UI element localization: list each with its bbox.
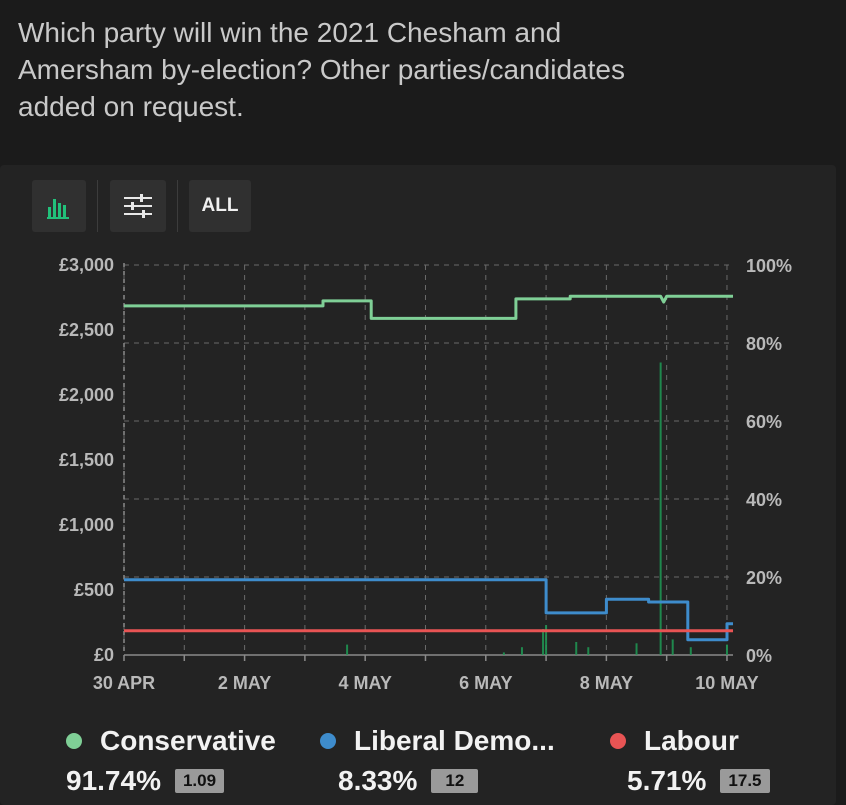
labour-stats: 5.71% 17.5 — [627, 765, 770, 797]
volume-bar — [542, 629, 545, 655]
legend-dot — [320, 733, 336, 749]
legend-name: Liberal Demo... — [354, 725, 555, 756]
market-question: Which party will win the 2021 Chesham an… — [18, 17, 625, 122]
legend-liberal-democrat[interactable]: Liberal Demo... — [320, 725, 555, 757]
range-all-button[interactable]: ALL — [189, 180, 251, 232]
conservative-stats: 91.74% 1.09 — [66, 765, 225, 797]
legend-name: Conservative — [100, 725, 276, 756]
x-axis-tick-label: 30 APR — [93, 673, 155, 693]
right-axis-tick-label: 80% — [746, 334, 782, 354]
filter-button[interactable] — [110, 180, 166, 232]
right-axis-tick-label: 60% — [746, 412, 782, 432]
chart-panel: ALL — [0, 165, 836, 805]
legend-dot — [610, 733, 626, 749]
volume-bar — [520, 647, 523, 655]
volume-bar — [635, 643, 638, 655]
toolbar-separator — [177, 180, 178, 232]
odds-badge[interactable]: 1.09 — [174, 769, 225, 793]
x-axis-tick-label: 8 MAY — [580, 673, 633, 693]
right-axis-tick-label: 40% — [746, 490, 782, 510]
odds-badge[interactable]: 17.5 — [720, 769, 770, 793]
right-axis-tick-label: 0% — [746, 646, 772, 666]
x-axis-tick-label: 6 MAY — [459, 673, 512, 693]
x-axis-tick-label: 4 MAY — [339, 673, 392, 693]
volume-bar — [689, 647, 692, 655]
left-axis-tick-label: £0 — [94, 645, 114, 665]
x-axis-tick-label: 10 MAY — [695, 673, 758, 693]
legend-labour[interactable]: Labour — [610, 725, 739, 757]
percent: 5.71% — [627, 765, 707, 796]
volume-bar — [575, 642, 578, 655]
volume-bar — [587, 647, 590, 655]
series-line-liberal-democrat — [124, 578, 733, 642]
right-axis-tick-label: 100% — [746, 256, 792, 276]
left-axis-tick-label: £500 — [74, 580, 114, 600]
sliders-icon — [124, 194, 152, 218]
chart-grid — [123, 263, 733, 661]
volume-bar — [659, 362, 662, 655]
x-axis-tick-label: 2 MAY — [218, 673, 271, 693]
series-line-conservative — [124, 294, 733, 320]
legend-conservative[interactable]: Conservative — [66, 725, 276, 757]
left-axis-tick-label: £2,500 — [59, 320, 114, 340]
toolbar-separator — [97, 180, 98, 232]
bar-chart-icon — [47, 199, 69, 219]
right-axis-labels: 100% 80% 60% 40% 20% 0% — [746, 256, 792, 666]
odds-badge[interactable]: 12 — [431, 769, 479, 793]
volume-bar — [346, 644, 349, 655]
volume-bar — [725, 644, 728, 655]
left-axis-tick-label: £2,000 — [59, 385, 114, 405]
chart-view-button[interactable] — [32, 180, 86, 232]
volume-bars — [346, 362, 728, 655]
left-axis-tick-label: £3,000 — [59, 255, 114, 275]
volume-bar — [502, 652, 505, 655]
left-axis-tick-label: £1,000 — [59, 515, 114, 535]
legend-name: Labour — [644, 725, 739, 756]
left-axis-tick-label: £1,500 — [59, 450, 114, 470]
legend-dot — [66, 733, 82, 749]
volume-bar — [671, 639, 674, 655]
volume-bar — [545, 625, 548, 655]
percent: 91.74% — [66, 765, 161, 796]
left-axis-labels: £3,000 £2,500 £2,000 £1,500 £1,000 £500 £0 — [59, 255, 114, 665]
liberal-democrat-stats: 8.33% 12 — [338, 765, 479, 797]
price-chart: £3,000 £2,500 £2,000 £1,500 £1,000 £500 £0 100… — [59, 255, 792, 693]
x-axis-labels: 30 APR 2 MAY 4 MAY 6 MAY 8 MAY 10 MAY — [93, 673, 759, 693]
percent: 8.33% — [338, 765, 418, 796]
series-lines — [124, 294, 733, 642]
right-axis-tick-label: 20% — [746, 568, 782, 588]
